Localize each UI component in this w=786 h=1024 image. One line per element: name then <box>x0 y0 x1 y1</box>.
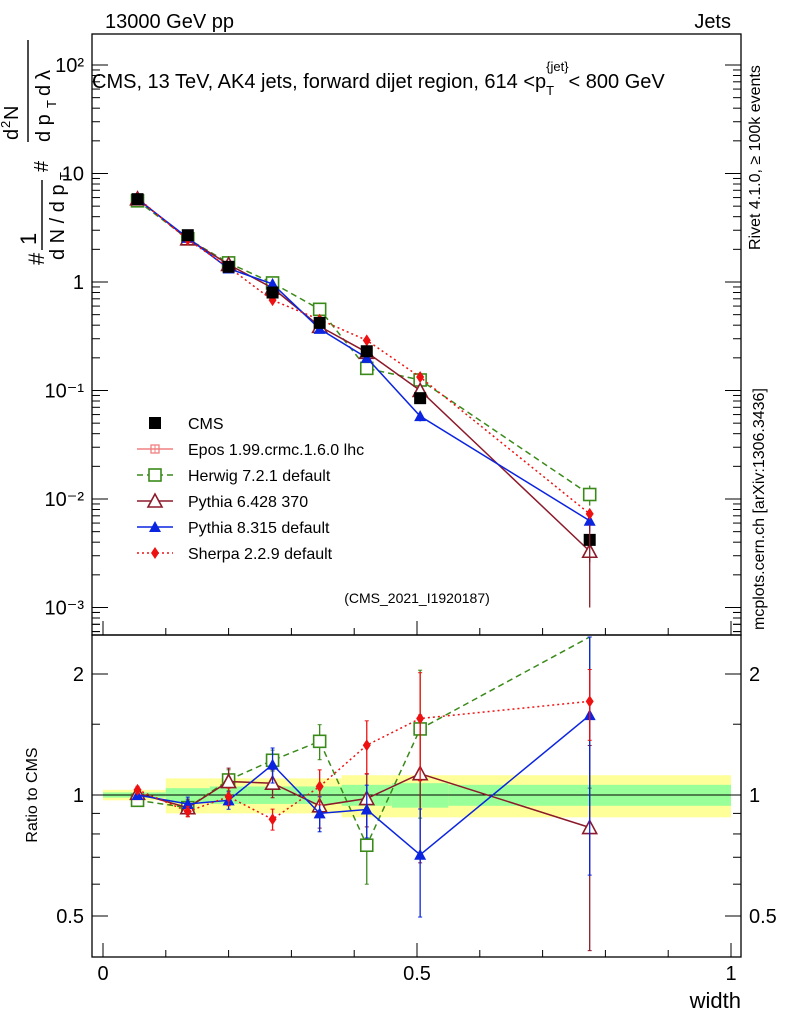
legend-marker <box>149 521 161 532</box>
svg-text:d: d <box>33 85 55 96</box>
svg-text:d N / d p: d N / d p <box>47 184 69 260</box>
cms-data-point <box>313 316 326 329</box>
cms-data-point <box>222 260 235 273</box>
ratio-data-point <box>585 695 594 708</box>
ratio-data-point <box>183 805 192 818</box>
svg-text:2: 2 <box>0 121 13 128</box>
legend-marker <box>148 468 162 482</box>
x-tick-label: 1 <box>725 963 736 985</box>
ratio-data-point <box>360 803 373 815</box>
ratio-tick-label-left: 0.5 <box>56 906 84 928</box>
legend-label: Pythia 8.315 default <box>188 520 330 537</box>
y-tick-label: 10² <box>55 55 84 77</box>
energy-label: 13000 GeV pp <box>105 11 234 33</box>
mcplots-label: mcplots.cern.ch [arXiv:1306.3436] <box>751 388 768 630</box>
main-data-point <box>583 514 596 526</box>
y-tick-label: 10 <box>62 164 84 186</box>
legend-label: Herwig 7.2.1 default <box>188 468 331 485</box>
cms-data-point <box>131 193 144 206</box>
ratio-tick-label-right: 1 <box>749 785 760 807</box>
ratio-data-point <box>414 848 427 860</box>
ratio-data-point <box>224 790 233 803</box>
svg-text:#: # <box>24 252 49 265</box>
main-data-point <box>582 487 597 502</box>
ratio-data-point <box>416 712 425 725</box>
main-series-line <box>137 197 591 515</box>
ratio-data-point <box>268 813 277 826</box>
y-tick-label: 1 <box>73 272 84 294</box>
main-data-point <box>362 334 371 347</box>
svg-text:#: # <box>31 160 53 172</box>
legend-label: Epos 1.99.crmc.1.6.0 lhc <box>188 442 364 459</box>
x-tick-label: 0.5 <box>403 963 431 985</box>
main-series <box>129 190 599 608</box>
chart-title: CMS, 13 TeV, AK4 jets, forward dijet reg… <box>92 59 665 98</box>
category-label: Jets <box>694 11 731 33</box>
legend-marker <box>150 444 160 454</box>
ratio-data-point <box>362 739 371 752</box>
main-data-point <box>359 361 374 376</box>
axis-ticks: 0 0.5 1 10⁻³ 10⁻² 10⁻¹ 1 10 10² 0.5 0.5 1 1 2 2 <box>45 55 777 985</box>
ratio-data-point <box>181 797 194 809</box>
ratio-tick-label-right: 0.5 <box>749 906 777 928</box>
main-y-axis-label: # 1 d N / d p T # d 2 N d p T d λ <box>0 40 72 265</box>
ratio-data-point <box>220 772 237 789</box>
cms-data-point <box>266 286 279 299</box>
ratio-data-point <box>133 783 142 796</box>
ratio-series-line <box>137 700 590 821</box>
ratio-data-point <box>312 734 327 749</box>
y-tick-label: 10⁻² <box>45 489 85 511</box>
ratio-data-point <box>266 758 279 770</box>
cms-data-point <box>181 229 194 242</box>
legend-marker-cms <box>149 417 161 429</box>
main-data-point <box>416 371 425 384</box>
ratio-y-axis-label: Ratio to CMS <box>24 747 41 842</box>
ratio-uncertainty-bands <box>103 775 731 818</box>
main-data-point <box>360 351 373 363</box>
cms-data-point <box>414 392 427 405</box>
ratio-series-line <box>137 714 591 856</box>
svg-text:λ: λ <box>33 70 55 80</box>
svg-text:d: d <box>1 129 23 140</box>
main-data-point <box>414 410 427 422</box>
svg-text:1: 1 <box>16 233 41 245</box>
ratio-tick-label-left: 2 <box>73 664 84 686</box>
main-data-point <box>585 507 594 520</box>
ratio-data-point <box>313 807 326 819</box>
legend-marker <box>151 547 159 559</box>
ratio-tick-label-left: 1 <box>73 785 84 807</box>
ratio-series-line <box>137 636 591 848</box>
x-tick-label: 0 <box>97 963 108 985</box>
rivet-version-label: Rivet 4.1.0, ≥ 100k events <box>747 65 764 250</box>
analysis-id: (CMS_2021_I1920187) <box>344 590 490 606</box>
legend-marker <box>146 492 164 508</box>
main-plot-frame <box>91 33 742 636</box>
svg-text:N: N <box>1 106 23 120</box>
svg-text:T: T <box>44 100 59 108</box>
main-data-point <box>312 302 327 317</box>
svg-text:d p: d p <box>33 114 55 142</box>
ratio-series <box>129 636 599 952</box>
ratio-tick-label-right: 2 <box>749 664 760 686</box>
legend-label: Sherpa 2.2.9 default <box>188 546 333 563</box>
legend: CMS Epos 1.99.crmc.1.6.0 lhc Herwig 7.2.1 … <box>137 416 364 563</box>
svg-text:T: T <box>57 172 72 180</box>
cms-data-point <box>360 345 373 358</box>
legend-label-cms: CMS <box>188 416 224 433</box>
y-tick-label: 10⁻³ <box>45 598 85 620</box>
main-series-line <box>137 198 591 522</box>
legend-label: Pythia 6.428 370 <box>188 494 308 511</box>
ratio-data-point <box>359 838 374 853</box>
ratio-data-point <box>315 780 324 793</box>
y-tick-label: 10⁻¹ <box>45 381 85 403</box>
main-data-point <box>266 277 279 289</box>
x-axis-label: width <box>689 988 741 1013</box>
